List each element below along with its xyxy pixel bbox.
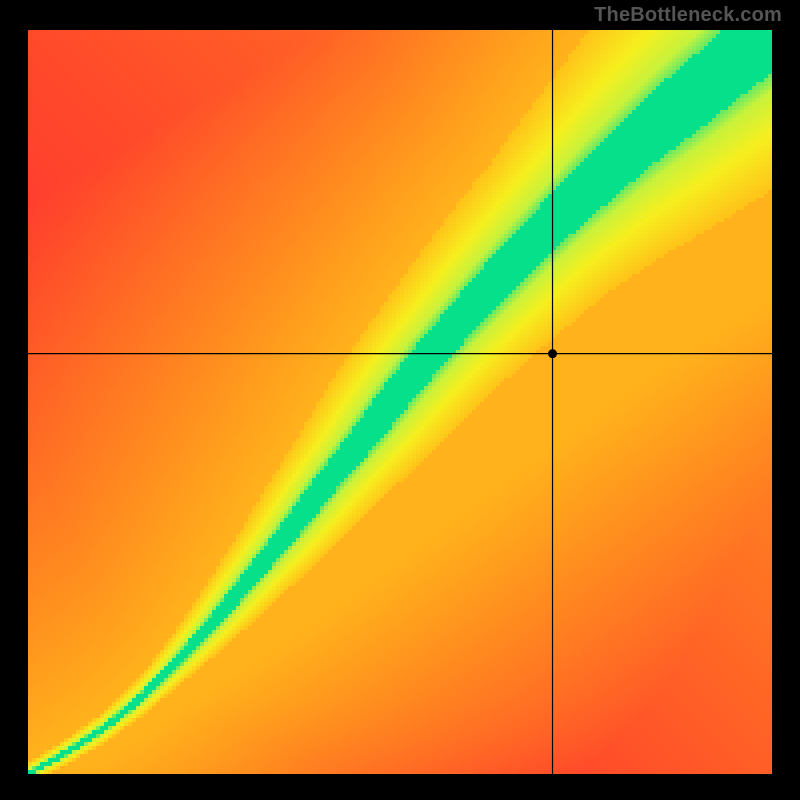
crosshair-marker xyxy=(548,349,557,358)
plot-area xyxy=(28,30,772,774)
chart-container: TheBottleneck.com xyxy=(0,0,800,800)
crosshair-overlay xyxy=(28,30,772,774)
watermark-text: TheBottleneck.com xyxy=(594,4,782,27)
